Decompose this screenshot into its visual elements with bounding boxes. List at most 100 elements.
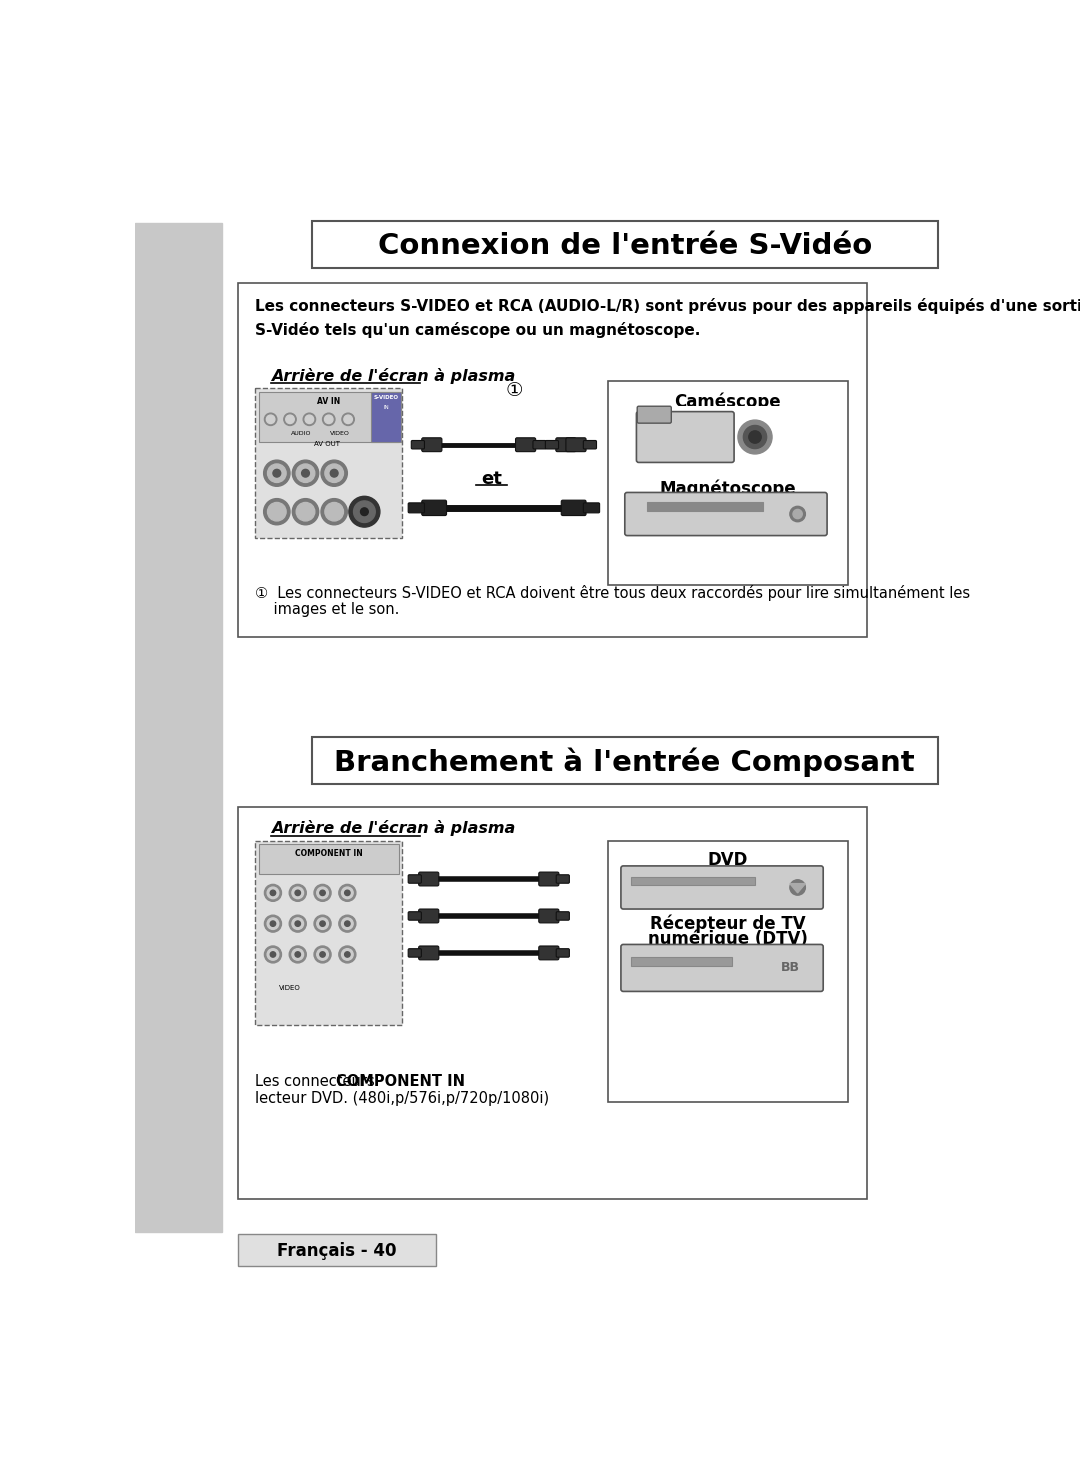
Text: Les connecteurs: Les connecteurs xyxy=(255,1074,379,1089)
Circle shape xyxy=(314,915,332,932)
Text: BB: BB xyxy=(781,960,799,974)
Text: S-VIDEO: S-VIDEO xyxy=(374,395,399,401)
Circle shape xyxy=(273,470,281,477)
Circle shape xyxy=(292,887,303,899)
FancyBboxPatch shape xyxy=(312,738,937,784)
Circle shape xyxy=(325,464,343,483)
Text: VIDEO: VIDEO xyxy=(330,432,350,436)
FancyBboxPatch shape xyxy=(419,909,438,924)
Circle shape xyxy=(265,915,282,932)
FancyBboxPatch shape xyxy=(238,1234,435,1267)
Circle shape xyxy=(349,496,380,527)
FancyBboxPatch shape xyxy=(621,866,823,909)
Text: VIDEO: VIDEO xyxy=(279,985,301,991)
Circle shape xyxy=(267,887,279,899)
FancyBboxPatch shape xyxy=(422,437,442,452)
Circle shape xyxy=(324,415,333,424)
FancyBboxPatch shape xyxy=(515,437,536,452)
Circle shape xyxy=(339,915,356,932)
Circle shape xyxy=(286,415,294,424)
FancyBboxPatch shape xyxy=(647,502,762,511)
FancyBboxPatch shape xyxy=(411,440,424,449)
FancyBboxPatch shape xyxy=(631,957,732,966)
Text: Arrière de l'écran à plasma: Arrière de l'écran à plasma xyxy=(271,368,515,384)
Circle shape xyxy=(743,426,767,449)
Circle shape xyxy=(342,412,354,426)
FancyBboxPatch shape xyxy=(636,411,734,463)
FancyBboxPatch shape xyxy=(532,440,546,449)
Bar xyxy=(135,222,221,1231)
FancyBboxPatch shape xyxy=(637,407,672,423)
FancyBboxPatch shape xyxy=(631,878,755,885)
Text: lecteur DVD. (480i,p/576i,p/720p/1080i): lecteur DVD. (480i,p/576i,p/720p/1080i) xyxy=(255,1090,550,1106)
Circle shape xyxy=(270,952,275,957)
FancyBboxPatch shape xyxy=(259,844,399,873)
Circle shape xyxy=(292,949,303,960)
FancyBboxPatch shape xyxy=(408,502,424,513)
Circle shape xyxy=(296,464,314,483)
Circle shape xyxy=(314,946,332,963)
Text: numérique (DTV): numérique (DTV) xyxy=(648,929,808,949)
FancyBboxPatch shape xyxy=(255,387,403,538)
Circle shape xyxy=(341,887,353,899)
Circle shape xyxy=(265,946,282,963)
Circle shape xyxy=(265,884,282,901)
FancyBboxPatch shape xyxy=(419,872,438,885)
Text: Français - 40: Français - 40 xyxy=(276,1242,396,1259)
Circle shape xyxy=(289,946,307,963)
Circle shape xyxy=(270,921,275,927)
Circle shape xyxy=(289,884,307,901)
FancyBboxPatch shape xyxy=(556,875,569,884)
Circle shape xyxy=(321,460,348,486)
Text: AV OUT: AV OUT xyxy=(314,440,340,446)
Text: Magnétoscope: Magnétoscope xyxy=(660,479,796,498)
FancyBboxPatch shape xyxy=(623,407,825,471)
Circle shape xyxy=(289,915,307,932)
FancyBboxPatch shape xyxy=(312,221,937,268)
Circle shape xyxy=(268,502,286,521)
Circle shape xyxy=(341,918,353,929)
Text: ①  Les connecteurs S-VIDEO et RCA doivent être tous deux raccordés pour lire sim: ① Les connecteurs S-VIDEO et RCA doivent… xyxy=(255,585,970,601)
Circle shape xyxy=(330,470,338,477)
FancyBboxPatch shape xyxy=(408,949,421,957)
Circle shape xyxy=(268,464,286,483)
FancyBboxPatch shape xyxy=(238,807,867,1199)
Circle shape xyxy=(738,420,772,454)
Text: Caméscope: Caméscope xyxy=(675,392,781,411)
Circle shape xyxy=(296,502,314,521)
FancyBboxPatch shape xyxy=(566,437,586,452)
Circle shape xyxy=(264,499,291,524)
FancyBboxPatch shape xyxy=(583,502,599,513)
Text: IN: IN xyxy=(383,405,389,409)
FancyBboxPatch shape xyxy=(608,382,848,585)
Polygon shape xyxy=(789,884,806,893)
FancyBboxPatch shape xyxy=(372,392,401,442)
Circle shape xyxy=(361,508,368,516)
FancyBboxPatch shape xyxy=(621,944,823,991)
Circle shape xyxy=(320,890,325,896)
Circle shape xyxy=(345,952,350,957)
Circle shape xyxy=(316,949,328,960)
FancyBboxPatch shape xyxy=(539,946,559,960)
Circle shape xyxy=(316,918,328,929)
Circle shape xyxy=(325,502,343,521)
FancyBboxPatch shape xyxy=(583,440,596,449)
FancyBboxPatch shape xyxy=(556,437,576,452)
Circle shape xyxy=(270,890,275,896)
Text: Récepteur de TV: Récepteur de TV xyxy=(650,915,806,932)
FancyBboxPatch shape xyxy=(608,841,848,1102)
FancyBboxPatch shape xyxy=(238,283,867,638)
Text: AUDIO: AUDIO xyxy=(292,432,312,436)
Circle shape xyxy=(284,412,296,426)
Text: Connexion de l'entrée S-Vidéo: Connexion de l'entrée S-Vidéo xyxy=(378,233,872,261)
FancyBboxPatch shape xyxy=(419,946,438,960)
Circle shape xyxy=(320,921,325,927)
Text: et: et xyxy=(481,470,502,488)
Circle shape xyxy=(314,884,332,901)
Circle shape xyxy=(267,949,279,960)
Circle shape xyxy=(293,499,319,524)
Circle shape xyxy=(267,918,279,929)
Text: AV IN: AV IN xyxy=(318,398,340,407)
Circle shape xyxy=(316,887,328,899)
FancyBboxPatch shape xyxy=(625,492,827,536)
